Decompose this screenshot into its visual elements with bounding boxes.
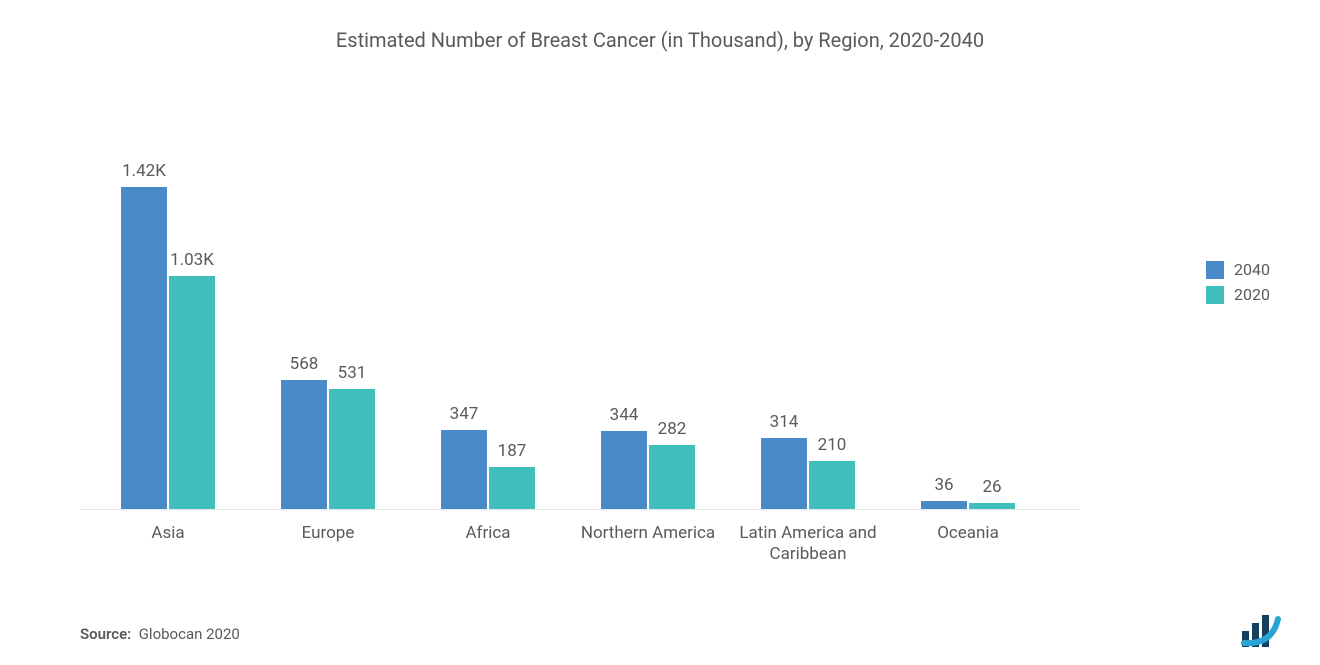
- chart-title: Estimated Number of Breast Cancer (in Th…: [0, 0, 1320, 52]
- bar: 314: [761, 438, 807, 509]
- bar: 282: [649, 445, 695, 509]
- bar-value-label: 187: [498, 441, 527, 461]
- bar-group: 344282: [568, 431, 728, 509]
- bar-value-label: 36: [934, 475, 953, 495]
- bar: 26: [969, 503, 1015, 509]
- bar-value-label: 282: [658, 419, 687, 439]
- legend-item: 2020: [1206, 285, 1270, 304]
- brand-logo: [1238, 613, 1294, 651]
- bar-value-label: 568: [290, 354, 319, 374]
- bar: 36: [921, 501, 967, 509]
- legend-label: 2020: [1234, 285, 1270, 304]
- bar: 531: [329, 389, 375, 509]
- x-axis-label: Oceania: [888, 523, 1048, 544]
- bar-value-label: 26: [982, 477, 1001, 497]
- bar-value-label: 531: [338, 363, 367, 383]
- bar: 347: [441, 430, 487, 509]
- x-axis-label: Europe: [248, 523, 408, 544]
- bar: 210: [809, 461, 855, 509]
- source-text: Globocan 2020: [139, 625, 240, 643]
- chart-area: 1.42K1.03K5685313471873442823142103626 A…: [70, 70, 1090, 570]
- bar-value-label: 210: [818, 435, 847, 455]
- legend-item: 2040: [1206, 260, 1270, 279]
- source-attribution: Source: Globocan 2020: [80, 625, 240, 643]
- x-axis-label: Africa: [408, 523, 568, 544]
- bar-value-label: 1.03K: [170, 250, 214, 270]
- bar: 1.03K: [169, 276, 215, 509]
- bar-group: 1.42K1.03K: [88, 187, 248, 509]
- legend-swatch: [1206, 261, 1224, 279]
- bar: 1.42K: [121, 187, 167, 509]
- bar-value-label: 344: [610, 405, 639, 425]
- legend-swatch: [1206, 286, 1224, 304]
- legend: 2040 2020: [1206, 260, 1270, 310]
- bar-value-label: 314: [770, 412, 799, 432]
- bar-group: 568531: [248, 380, 408, 509]
- bar-value-label: 1.42K: [122, 161, 166, 181]
- x-axis-label: Latin America and Caribbean: [728, 523, 888, 566]
- bar: 187: [489, 467, 535, 509]
- bar: 568: [281, 380, 327, 509]
- x-axis-label: Asia: [88, 523, 248, 544]
- bar-group: 347187: [408, 430, 568, 509]
- source-label: Source:: [80, 625, 131, 643]
- x-axis-label: Northern America: [568, 523, 728, 544]
- x-axis-labels: AsiaEuropeAfricaNorthern AmericaLatin Am…: [80, 515, 1080, 570]
- plot-area: 1.42K1.03K5685313471873442823142103626: [80, 170, 1080, 510]
- legend-label: 2040: [1234, 260, 1270, 279]
- bar: 344: [601, 431, 647, 509]
- bar-group: 3626: [888, 501, 1048, 509]
- bar-group: 314210: [728, 438, 888, 509]
- bar-value-label: 347: [450, 404, 479, 424]
